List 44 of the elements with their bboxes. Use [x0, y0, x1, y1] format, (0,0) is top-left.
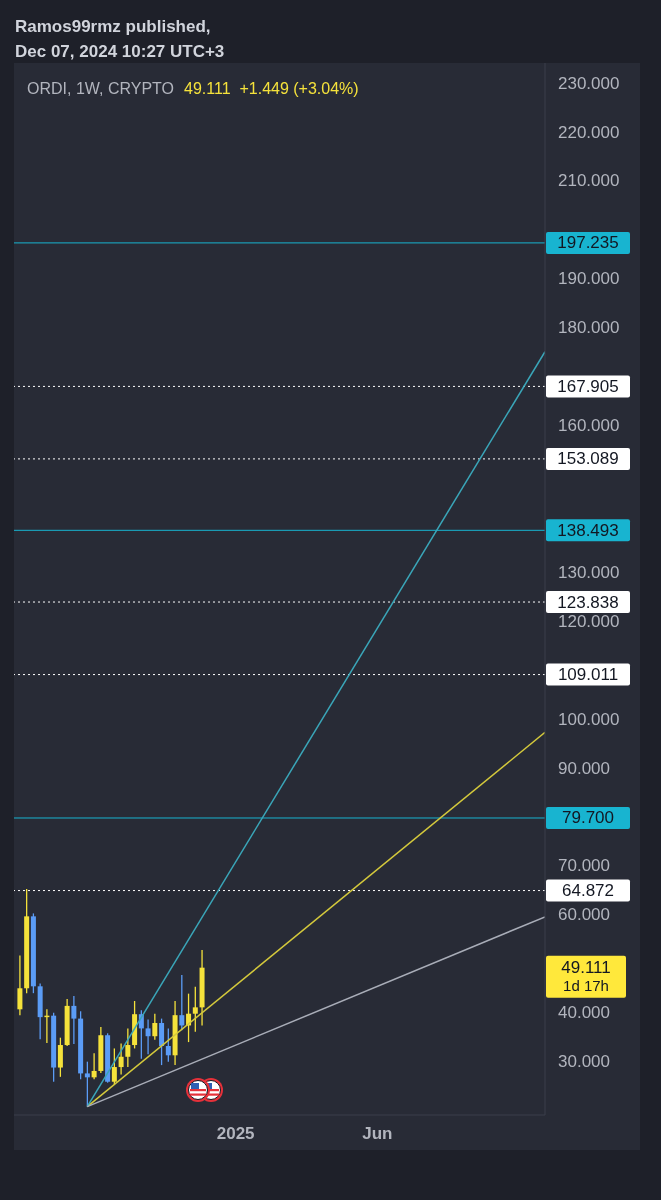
text: 49.111 +1.449 (+3.04%)	[184, 80, 359, 98]
y-tick-label: 60.000	[558, 905, 610, 925]
y-tick-label: 90.000	[558, 758, 610, 778]
ref-line-label: 197.235	[557, 233, 619, 253]
candlestick	[111, 1047, 117, 1085]
ref-line-label: 167.905	[557, 376, 619, 396]
ref-line-label: 64.872	[562, 881, 614, 901]
ref-line-label: 138.493	[557, 520, 619, 540]
x-tick-label: Jun	[362, 1124, 393, 1144]
y-tick-label: 180.000	[558, 318, 620, 338]
candlestick	[84, 1061, 90, 1108]
y-tick-label: 30.000	[558, 1052, 610, 1072]
y-tick-label: 70.000	[558, 856, 610, 876]
candlestick	[125, 1027, 131, 1068]
candlestick	[91, 1052, 97, 1080]
candlestick	[145, 1018, 151, 1055]
candlestick	[71, 995, 77, 1045]
text: 1d 17h	[563, 977, 609, 995]
candlestick	[165, 1027, 171, 1063]
ref-line-label: 109.011	[557, 665, 619, 685]
ref-line-label: 79.700	[562, 808, 614, 828]
y-tick-label: 230.000	[558, 73, 620, 93]
text: Dec 07, 2024 10:27 UTC+3	[15, 41, 225, 63]
ref-line-label: 123.838	[557, 592, 619, 612]
text: Ramos99rmz published,	[15, 16, 212, 38]
y-tick-label: 130.000	[558, 562, 620, 582]
candlestick	[159, 1017, 165, 1066]
y-tick-label: 220.000	[558, 122, 620, 142]
y-tick-label: 40.000	[558, 1003, 610, 1023]
y-tick-label: 100.000	[558, 709, 620, 729]
x-tick-label: 2025	[216, 1124, 255, 1144]
candlestick	[179, 974, 185, 1031]
candlestick	[118, 1042, 124, 1076]
y-tick-label: 120.000	[558, 611, 620, 631]
y-tick-label: 190.000	[558, 269, 620, 289]
y-tick-label: 160.000	[558, 416, 620, 436]
candlestick	[17, 954, 23, 1016]
text: 49.111	[561, 958, 611, 978]
y-tick-label: 210.000	[558, 171, 620, 191]
candlestick	[152, 1013, 158, 1041]
candlestick	[192, 986, 198, 1033]
ref-line-label: 153.089	[557, 449, 619, 469]
candlestick	[57, 1037, 63, 1078]
text: ORDI, 1W, CRYPTO	[27, 80, 174, 98]
